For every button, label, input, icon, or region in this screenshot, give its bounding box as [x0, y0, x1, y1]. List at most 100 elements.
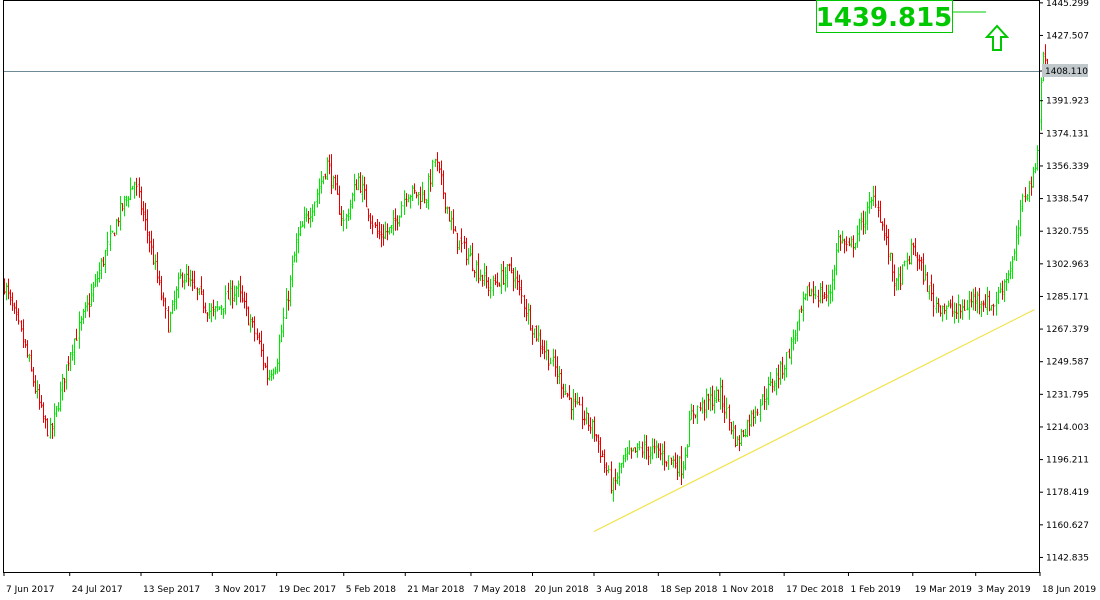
ohlc-bar [200, 276, 203, 295]
x-tick-label: 3 Aug 2018 [596, 585, 648, 595]
y-tick-label: 1160.627 [1046, 521, 1089, 531]
ohlc-bar [599, 437, 602, 463]
ohlc-bar [667, 455, 670, 471]
ohlc-bar [961, 299, 964, 320]
current-price-tag: 1408.110 [1042, 64, 1088, 77]
ohlc-bar [94, 274, 97, 288]
ohlc-bar [856, 225, 859, 248]
ohlc-bar [185, 264, 188, 283]
up-arrow-icon [984, 24, 1010, 51]
ohlc-bar [525, 299, 528, 322]
ohlc-bar [510, 257, 513, 274]
x-tick-label: 18 Jun 2019 [1042, 585, 1096, 595]
price-callout-value: 1439.815 [816, 3, 953, 33]
ohlc-bar [641, 441, 644, 458]
ohlc-bar [974, 287, 977, 312]
ohlc-bar [220, 304, 223, 316]
ohlc-bar [156, 252, 159, 284]
ohlc-bar [109, 225, 112, 252]
ohlc-bar [150, 230, 153, 255]
ohlc-bar [63, 377, 66, 393]
ohlc-bar [626, 446, 629, 461]
ohlc-bar [446, 206, 449, 214]
ohlc-bar [707, 393, 710, 410]
ohlc-bar [5, 282, 8, 301]
ohlc-bar [36, 380, 39, 399]
ohlc-bar [1017, 220, 1020, 245]
ohlc-bar [763, 386, 766, 410]
time-axis[interactable]: 7 Jun 2017 24 Jul 2017 13 Sep 2017 3 Nov 20… [3, 572, 1096, 595]
price-axis[interactable]: 1445.299 1427.507 1391.923 1374.131 1356.339… [1039, 0, 1089, 563]
ohlc-bar [34, 375, 37, 394]
ohlc-bar [771, 378, 774, 393]
y-tick-label: 1214.003 [1046, 423, 1089, 433]
ohlc-bar [788, 348, 791, 359]
ohlc-bar [523, 294, 526, 318]
ohlc-bar [374, 222, 377, 229]
ohlc-bar [479, 269, 482, 282]
ohlc-bar [645, 435, 648, 460]
ohlc-bar [997, 286, 1000, 305]
ohlc-bar [13, 302, 16, 314]
ohlc-bar [939, 305, 942, 317]
ohlc-bar [738, 435, 741, 452]
ohlc-bar [597, 434, 600, 453]
ohlc-bar [570, 397, 573, 420]
current-price-tag-value: 1408.110 [1045, 67, 1088, 77]
ohlc-bar [759, 399, 762, 422]
ohlc-bar [20, 320, 23, 332]
ohlc-bar [549, 357, 552, 365]
ohlc-bar [777, 364, 780, 389]
ohlc-bar [785, 351, 788, 378]
ohlc-bar [218, 306, 221, 310]
ohlc-bar [403, 190, 406, 216]
ohlc-bar [502, 260, 505, 285]
ohlc-bar [819, 282, 822, 304]
ohlc-bar [943, 303, 946, 315]
ohlc-bar [90, 283, 93, 307]
ohlc-bar [436, 152, 439, 172]
ohlc-bar [233, 285, 236, 302]
ohlc-bar [355, 179, 358, 191]
ohlc-bar [324, 173, 327, 180]
ohlc-bar [171, 299, 174, 314]
ohlc-bar [239, 275, 242, 303]
ohlc-bar [723, 395, 726, 424]
ohlc-bar [647, 446, 650, 466]
ohlc-bar [556, 356, 559, 385]
ohlc-bar [616, 472, 619, 485]
ohlc-bar [301, 221, 304, 228]
ohlc-bar [721, 379, 724, 413]
ohlc-bar [632, 447, 635, 452]
support-trendline[interactable] [593, 309, 1035, 533]
ohlc-bar [701, 397, 704, 414]
ohlc-bar [46, 418, 49, 437]
ohlc-bar [775, 367, 778, 396]
ohlc-bar [562, 383, 565, 398]
ohlc-bar [694, 414, 697, 419]
ohlc-bar [891, 252, 894, 282]
ohlc-bar [164, 297, 167, 319]
ohlc-bar [740, 428, 743, 446]
ohlc-bar [972, 288, 975, 311]
ohlc-bar [208, 302, 211, 319]
ohlc-bar [858, 218, 861, 242]
ohlc-bar [251, 317, 254, 328]
ohlc-bar [340, 205, 343, 226]
ohlc-bar [661, 443, 664, 466]
ohlc-bar [918, 254, 921, 270]
ohlc-bar [690, 403, 693, 420]
ohlc-bar [756, 408, 759, 416]
ohlc-bar [926, 271, 929, 293]
ohlc-bar [309, 207, 312, 228]
ohlc-bar [906, 252, 909, 270]
ohlc-bar [765, 388, 768, 411]
ohlc-bar [494, 274, 497, 286]
ohlc-bar [812, 281, 815, 304]
ohlc-bar [78, 311, 81, 349]
ohlc-bar [123, 195, 126, 217]
ohlc-bar [181, 272, 184, 288]
ohlc-bar [231, 280, 234, 309]
